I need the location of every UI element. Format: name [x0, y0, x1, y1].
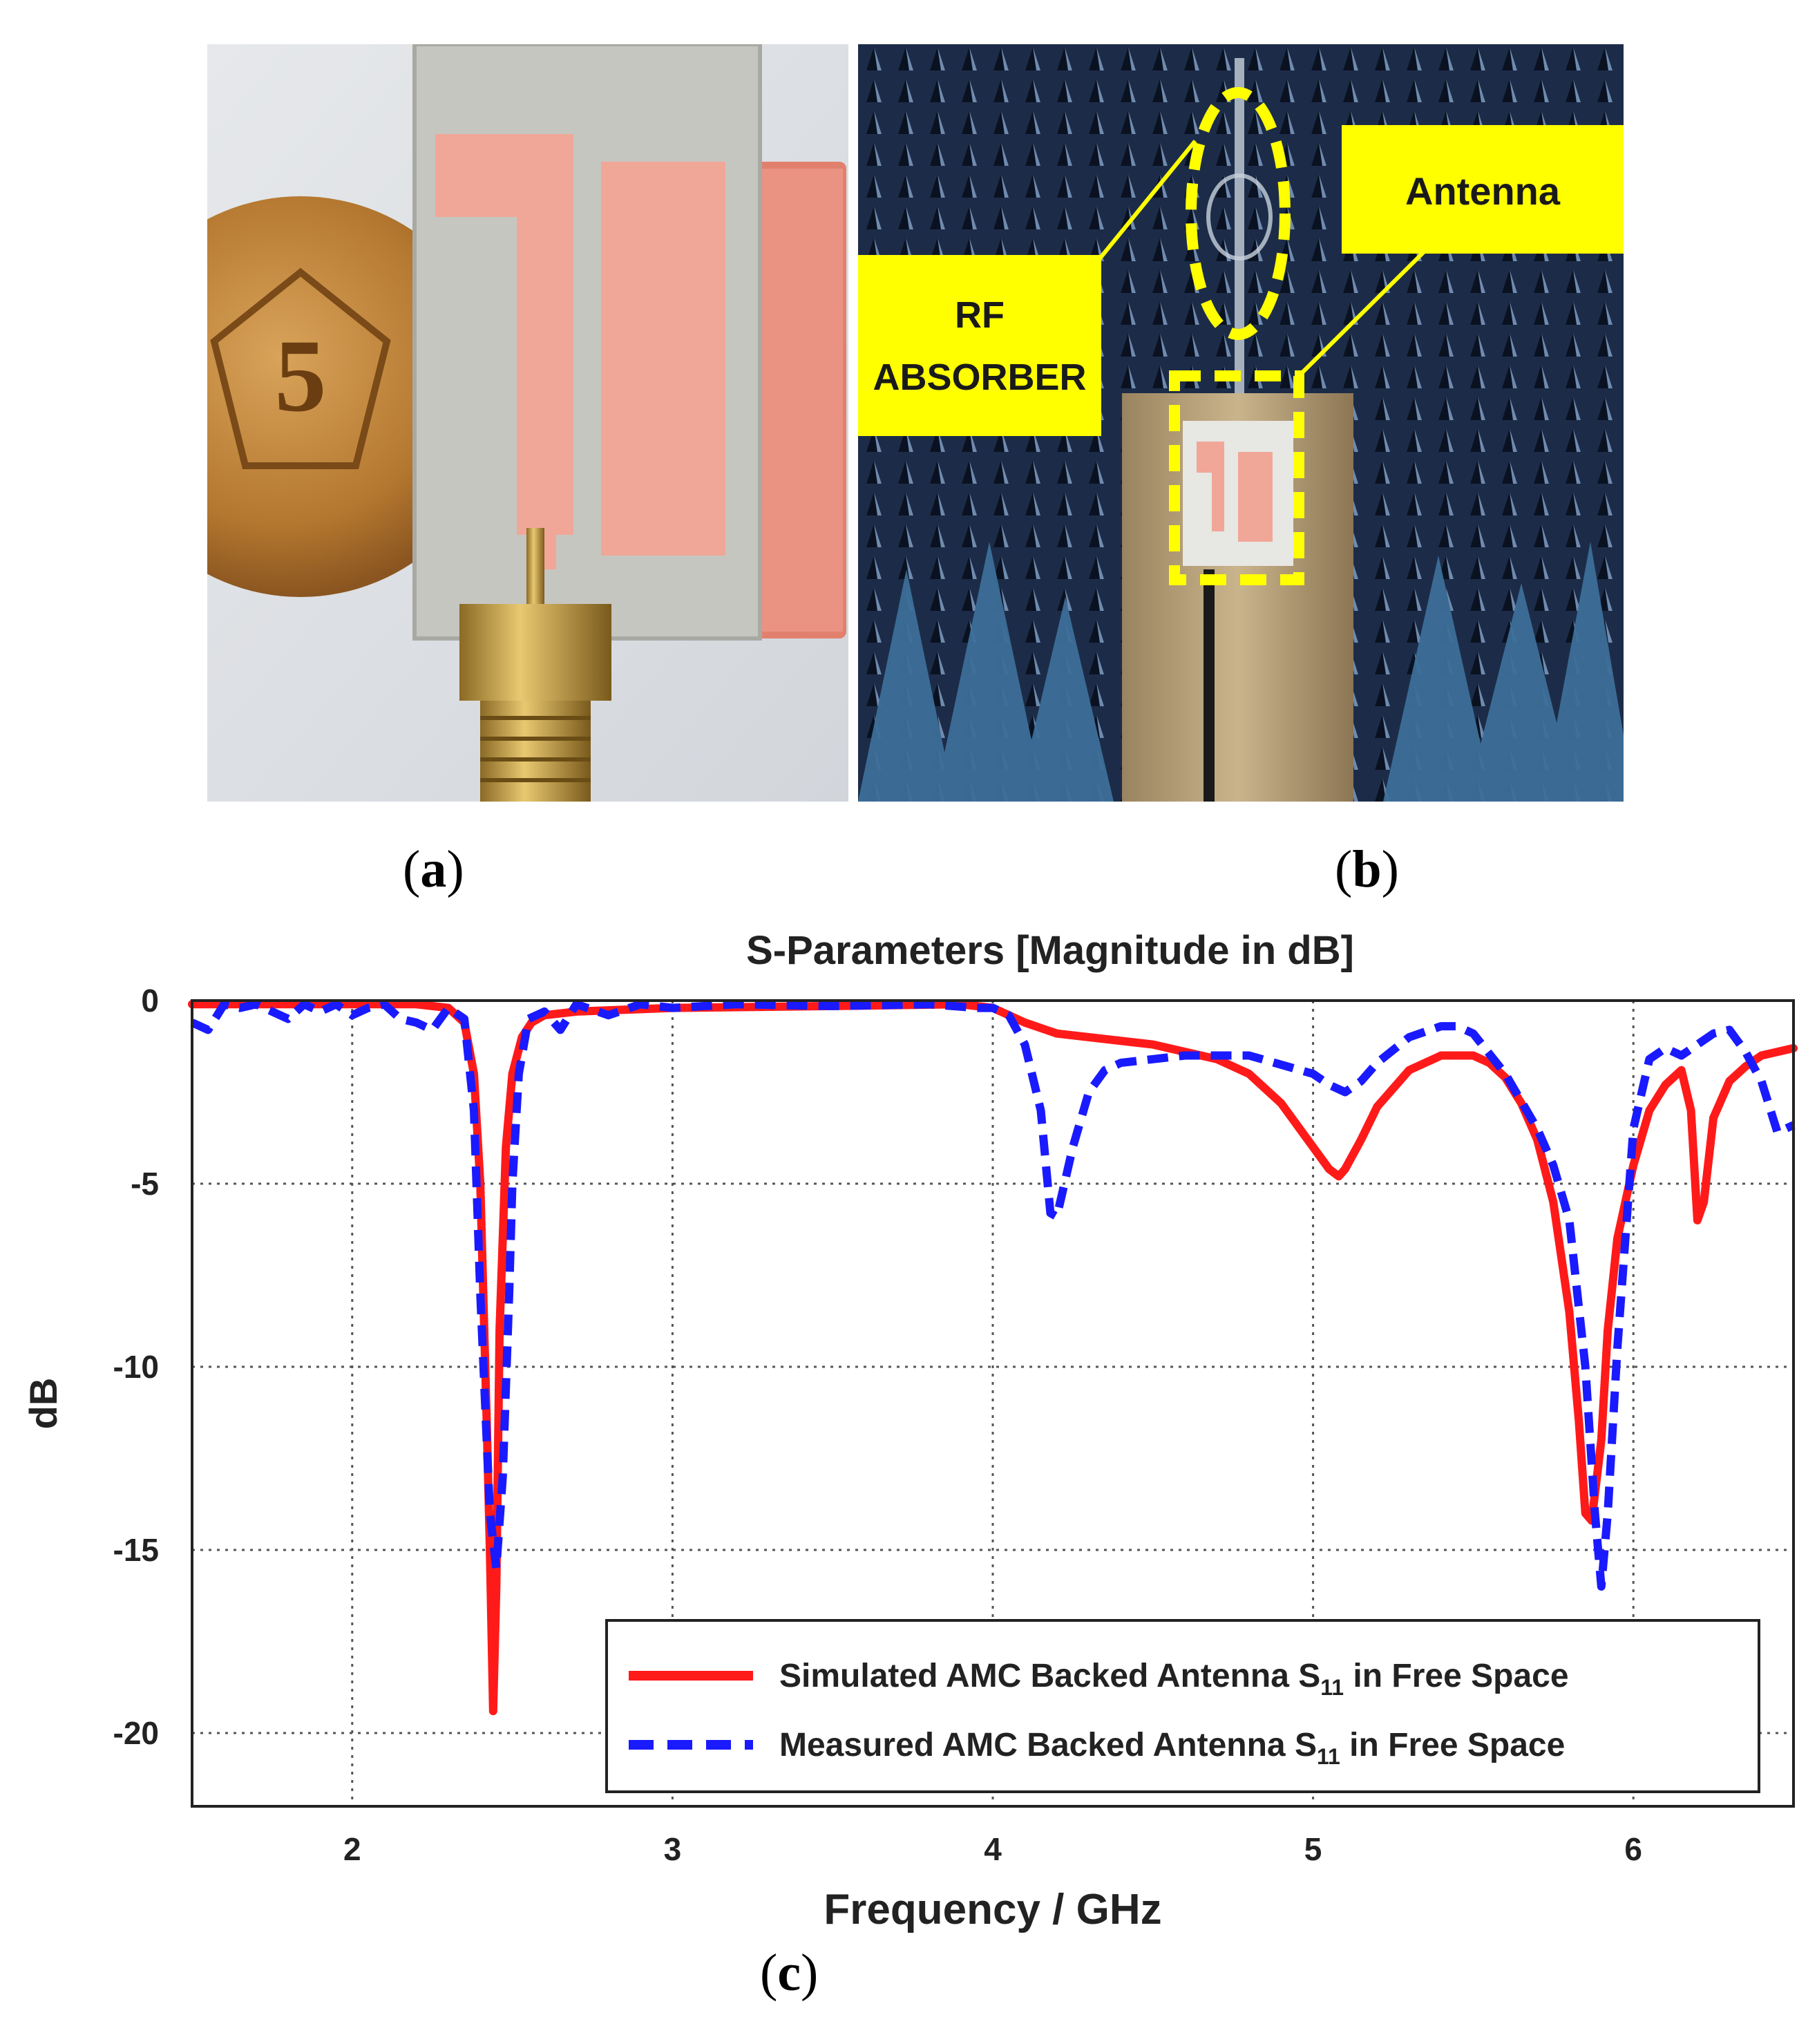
antenna-prototype-illustration: 5 — [207, 44, 848, 802]
anechoic-chamber-illustration: RF ABSORBER Antenna — [858, 44, 1624, 802]
y-tick-label: -15 — [113, 1532, 159, 1568]
copper-patch — [435, 134, 725, 569]
series-layer — [188, 1000, 1798, 1716]
tick-labels: 2 3 4 5 6 0 -5 -10 -15 -20 — [113, 983, 1642, 1867]
chart-title: S-Parameters [Magnitude in dB] — [746, 928, 1354, 973]
sma-connector — [459, 528, 611, 802]
x-tick-label: 2 — [343, 1831, 361, 1867]
x-tick-label: 5 — [1304, 1831, 1322, 1867]
series-simulated — [188, 1000, 1798, 1716]
coin-number: 5 — [275, 319, 327, 433]
y-tick-label: 0 — [141, 983, 159, 1019]
y-tick-label: -20 — [113, 1715, 159, 1751]
x-axis-label: Frequency / GHz — [824, 1886, 1161, 1933]
y-tick-label: -5 — [131, 1166, 159, 1202]
y-tick-label: -10 — [113, 1349, 159, 1385]
legend-box — [605, 1619, 1760, 1793]
plot-frame — [191, 999, 1795, 1808]
caption-b: (b) — [1335, 840, 1399, 898]
caption-a: (a) — [403, 840, 464, 898]
y-axis-label: dB — [21, 1378, 65, 1430]
legend-entry-measured: Measured AMC Backed Antenna S11 in Free … — [779, 1727, 1565, 1769]
grid — [192, 1001, 1794, 1806]
legend: Simulated AMC Backed Antenna S11 in Free… — [605, 1619, 1760, 1793]
series-measured — [190, 1000, 1796, 1591]
callout-rf-line2: ABSORBER — [873, 357, 1086, 398]
x-tick-label: 6 — [1624, 1831, 1642, 1867]
callout-antenna: Antenna — [1342, 125, 1624, 254]
rf-absorber-highlight — [1186, 87, 1291, 340]
x-tick-label: 4 — [984, 1831, 1002, 1867]
antenna-highlight — [1169, 370, 1304, 585]
callout-rf-absorber: RF ABSORBER — [858, 255, 1101, 436]
legend-entry-simulated: Simulated AMC Backed Antenna S11 in Free… — [779, 1658, 1569, 1700]
s-parameter-chart: S-Parameters [Magnitude in dB] 2 3 4 5 6 0 -5 -… — [21, 928, 1798, 1933]
caption-c: (c) — [760, 1944, 819, 2002]
x-tick-label: 3 — [664, 1831, 682, 1867]
photo-antenna-prototype: 5 — [207, 44, 848, 802]
photo-anechoic-chamber: RF ABSORBER Antenna — [858, 44, 1624, 802]
callout-rf-line1: RF — [955, 294, 1005, 336]
callout-antenna-label: Antenna — [1405, 169, 1561, 213]
